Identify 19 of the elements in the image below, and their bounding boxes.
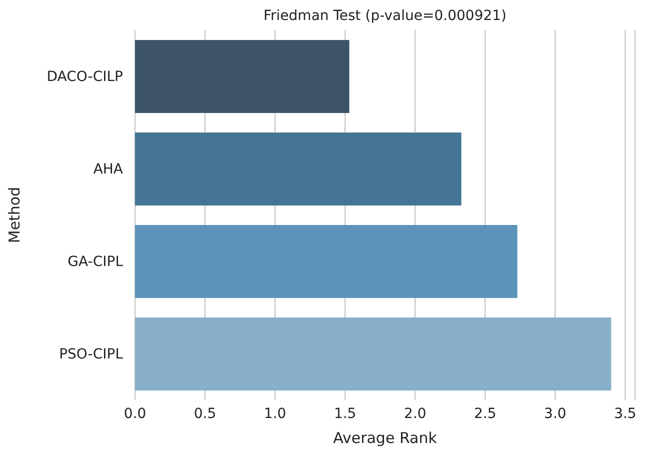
x-tick-label: 0.0 [124,406,146,422]
y-tick-label: GA-CIPL [68,254,124,270]
x-tick-label: 1.5 [334,406,356,422]
y-axis-title: Method [5,186,24,244]
x-tick-label: 2.0 [404,406,426,422]
bar [135,318,612,390]
x-tick-label: 3.0 [544,406,566,422]
y-tick-label: AHA [93,162,124,178]
bar [135,132,462,206]
x-tick-label: 0.5 [194,406,216,422]
x-tick-label: 2.5 [474,406,496,422]
bar [135,40,350,113]
chart-title: Friedman Test (p-value=0.000921) [262,8,508,24]
x-tick-label: 1.0 [264,406,286,422]
bar [135,225,518,298]
x-tick-label: 3.5 [614,406,636,422]
y-tick-label: DACO-CILP [46,69,123,86]
x-axis-title: Average Rank [333,429,438,447]
y-tick-label: PSO-CIPL [59,346,124,363]
